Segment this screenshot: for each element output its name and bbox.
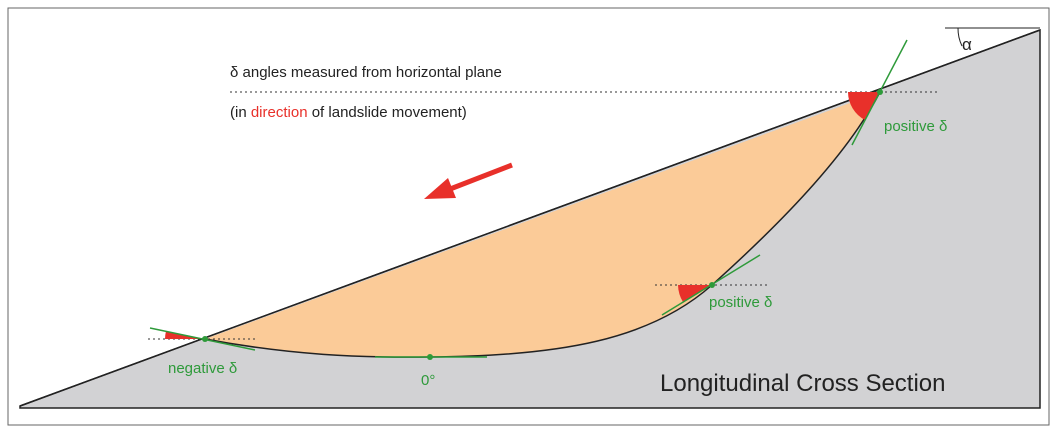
slip-surface (204, 91, 881, 358)
label: positive δ (884, 118, 947, 135)
label: 0° (421, 372, 435, 389)
header-line: (in direction of landslide movement) (230, 104, 467, 121)
alpha-arc (957, 27, 963, 47)
point (427, 354, 433, 360)
landslide-body (205, 92, 880, 358)
header-line: δ angles measured from horizontal plane (230, 64, 502, 81)
point (877, 89, 883, 95)
point (709, 282, 715, 288)
angle-wedge (848, 92, 880, 120)
section-label: Longitudinal Cross Section (660, 370, 946, 397)
alpha-label: α (962, 35, 972, 54)
label: negative δ (168, 360, 237, 377)
points (202, 89, 883, 360)
arrow-head (424, 178, 456, 199)
text: (in (230, 104, 251, 121)
highlight: direction (251, 104, 308, 121)
movement-arrow (444, 162, 513, 194)
label: positive δ (709, 294, 772, 311)
text: of landslide movement) (308, 104, 467, 121)
point (202, 336, 208, 342)
